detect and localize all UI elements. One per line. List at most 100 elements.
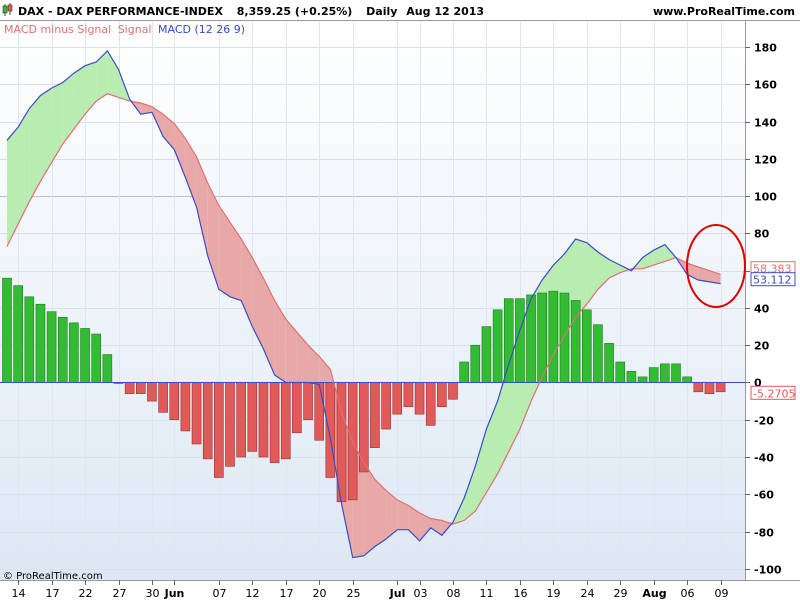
histogram-bar bbox=[258, 382, 269, 458]
fill-segment bbox=[687, 263, 699, 281]
histogram-bar bbox=[136, 382, 146, 394]
histogram-bar bbox=[537, 292, 548, 383]
histogram-bar bbox=[604, 343, 614, 383]
histogram-bar bbox=[57, 316, 68, 383]
svg-text:DAX - DAX PERFORMANCE-INDEX: DAX - DAX PERFORMANCE-INDEX 8,359.25 (+0… bbox=[18, 5, 484, 18]
histogram-bar bbox=[648, 367, 659, 383]
fill-segment bbox=[698, 266, 710, 282]
header-bar bbox=[0, 0, 800, 20]
site-url: www.ProRealTime.com bbox=[653, 5, 795, 18]
fill-segment bbox=[486, 401, 498, 493]
x-tick-label: 22 bbox=[79, 587, 93, 600]
fill-segment bbox=[18, 108, 30, 225]
histogram-bar bbox=[236, 382, 246, 458]
x-tick-label: Jul bbox=[389, 587, 406, 600]
histogram-bar bbox=[381, 382, 391, 430]
fill-segment bbox=[497, 363, 509, 474]
x-tick-label: 03 bbox=[414, 587, 428, 600]
histogram-bar bbox=[180, 382, 191, 432]
x-tick-label: Jun bbox=[164, 587, 185, 600]
fill-segment bbox=[374, 479, 387, 547]
histogram-bar bbox=[35, 303, 46, 383]
y-tick-label: 160 bbox=[754, 79, 777, 92]
histogram-bar bbox=[503, 298, 514, 383]
fill-segment bbox=[252, 257, 264, 349]
histogram-last-value-box bbox=[750, 385, 796, 400]
histogram-bar bbox=[492, 309, 503, 383]
fill-segment bbox=[241, 239, 253, 327]
histogram-bar bbox=[325, 382, 336, 478]
copyright-label: © ProRealTime.com bbox=[3, 571, 103, 582]
annotation-circle bbox=[686, 224, 746, 308]
histogram-bar bbox=[102, 354, 113, 383]
histogram-bar bbox=[91, 333, 101, 383]
fill-segment bbox=[586, 242, 598, 305]
y-tick-label: 20 bbox=[754, 340, 770, 353]
histogram-bar bbox=[615, 361, 626, 383]
legend-signal: Signal bbox=[118, 23, 152, 36]
macd-last-value-box bbox=[750, 272, 796, 287]
macd-last-value: 53.112 bbox=[753, 274, 792, 287]
histogram-bar bbox=[660, 363, 670, 383]
y-tick-label: -100 bbox=[754, 564, 782, 577]
x-tick-label: 11 bbox=[480, 587, 494, 600]
histogram-bar bbox=[704, 382, 715, 394]
histogram-bar bbox=[303, 382, 313, 421]
histogram-bar bbox=[247, 382, 258, 452]
histogram-bar bbox=[214, 382, 224, 478]
histogram-bar bbox=[414, 382, 425, 415]
histogram-bar bbox=[169, 382, 180, 421]
fill-segment bbox=[386, 490, 398, 540]
histogram-bar bbox=[581, 309, 592, 383]
histogram-bar bbox=[280, 382, 291, 460]
fill-segment bbox=[296, 332, 309, 383]
y-tick-label: 180 bbox=[754, 42, 777, 55]
candle-icon bbox=[2, 3, 13, 16]
y-tick-label: 100 bbox=[754, 191, 777, 204]
y-tick-label: 80 bbox=[754, 228, 770, 241]
x-tick-label: 20 bbox=[313, 587, 327, 600]
svg-text:MACD minus Signal Signal: MACD minus Signal Signal MACD (12 26 9) bbox=[4, 23, 245, 36]
x-tick-label: Aug bbox=[642, 587, 666, 600]
y-tick-label: -40 bbox=[754, 452, 774, 465]
histogram-bar bbox=[470, 344, 481, 383]
histogram-bar bbox=[437, 382, 447, 408]
legend-macd: MACD (12 26 9) bbox=[158, 23, 245, 36]
y-tick-label: -80 bbox=[754, 527, 774, 540]
signal-line bbox=[6, 93, 721, 525]
histogram-bar bbox=[715, 382, 726, 393]
fill-segment bbox=[363, 462, 375, 556]
histogram-bar bbox=[158, 382, 168, 413]
fill-segment bbox=[29, 95, 41, 202]
histogram-bar bbox=[225, 382, 235, 467]
fill-segment bbox=[51, 82, 63, 163]
fill-segment bbox=[308, 345, 320, 385]
histogram-bar bbox=[593, 324, 603, 383]
fill-segment bbox=[96, 50, 108, 102]
legend-histogram: MACD minus Signal bbox=[4, 23, 111, 36]
date-label: Aug 12 2013 bbox=[406, 5, 484, 18]
histogram-last-value: -5.2705 bbox=[753, 387, 795, 400]
fill-segment bbox=[285, 319, 297, 383]
x-tick-label: 19 bbox=[547, 587, 561, 600]
fill-segment bbox=[85, 61, 97, 115]
indicator-lines bbox=[0, 49, 745, 559]
histogram-bar bbox=[682, 376, 692, 383]
histogram-bar bbox=[24, 296, 35, 383]
fill-segment bbox=[397, 499, 409, 530]
fill-segment bbox=[218, 205, 230, 297]
fill-segment bbox=[163, 114, 175, 150]
histogram-bar bbox=[626, 371, 637, 383]
x-tick-label: 14 bbox=[12, 587, 26, 600]
x-tick-label: 07 bbox=[213, 587, 227, 600]
histogram-bar bbox=[693, 382, 704, 393]
instrument-name: DAX - DAX PERFORMANCE-INDEX bbox=[18, 5, 223, 18]
fill-segment bbox=[653, 244, 665, 266]
fill-segment bbox=[73, 65, 86, 130]
y-tick-label: 120 bbox=[754, 154, 777, 167]
fill-segment bbox=[62, 73, 74, 144]
x-tick-label: 08 bbox=[447, 587, 461, 600]
fill-segment bbox=[196, 157, 208, 256]
